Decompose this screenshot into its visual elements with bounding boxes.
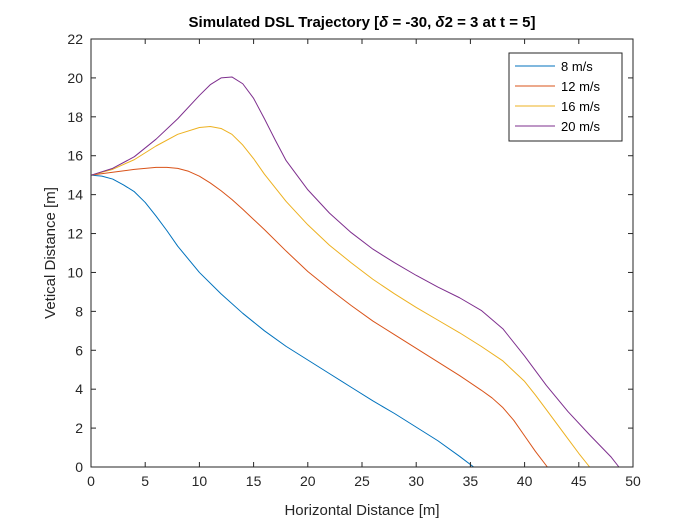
legend-label: 16 m/s xyxy=(561,99,601,114)
x-tick-label: 15 xyxy=(246,473,262,489)
series-line-1 xyxy=(90,174,474,468)
y-axis-label: Vetical Distance [m] xyxy=(42,187,59,319)
tick-labels-layer: 0 5 10 15 20 25 30 35 40 45 50 0 2 4 6 8 10 12 14 16 18 20 22 xyxy=(67,31,641,489)
plot-lines xyxy=(90,76,620,468)
x-axis-label: Horizontal Distance [m] xyxy=(284,502,439,519)
y-tick-label: 2 xyxy=(75,420,83,436)
y-tick-label: 6 xyxy=(75,342,83,358)
x-tick-label: 25 xyxy=(354,473,370,489)
x-tick-label: 10 xyxy=(192,473,208,489)
y-tick-label: 4 xyxy=(75,381,83,397)
x-tick-label: 50 xyxy=(625,473,641,489)
x-tick-label: 40 xyxy=(517,473,533,489)
y-tick-label: 18 xyxy=(67,109,83,125)
y-tick-label: 12 xyxy=(67,226,83,242)
y-tick-label: 22 xyxy=(67,31,83,47)
x-tick-label: 0 xyxy=(87,473,95,489)
series-line-3 xyxy=(90,126,591,468)
y-tick-label: 14 xyxy=(67,187,83,203)
series-line-4 xyxy=(90,76,620,468)
legend-label: 12 m/s xyxy=(561,79,601,94)
x-tick-label: 45 xyxy=(571,473,587,489)
chart-title: Simulated DSL Trajectory [δ = -30, δ2 = … xyxy=(189,14,536,31)
ticks-layer xyxy=(90,38,634,468)
x-tick-label: 20 xyxy=(300,473,316,489)
y-tick-label: 8 xyxy=(75,303,83,319)
legend-label: 8 m/s xyxy=(561,59,593,74)
y-tick-label: 20 xyxy=(67,70,83,86)
y-tick-label: 0 xyxy=(75,459,83,475)
x-tick-label: 30 xyxy=(408,473,424,489)
x-tick-label: 5 xyxy=(141,473,149,489)
x-tick-label: 35 xyxy=(463,473,479,489)
y-tick-label: 16 xyxy=(67,148,83,164)
y-tick-label: 10 xyxy=(67,264,83,280)
series-line-2 xyxy=(90,166,548,468)
legend-label: 20 m/s xyxy=(561,119,601,134)
legend: 8 m/s 12 m/s 16 m/s 20 m/s xyxy=(508,52,623,142)
